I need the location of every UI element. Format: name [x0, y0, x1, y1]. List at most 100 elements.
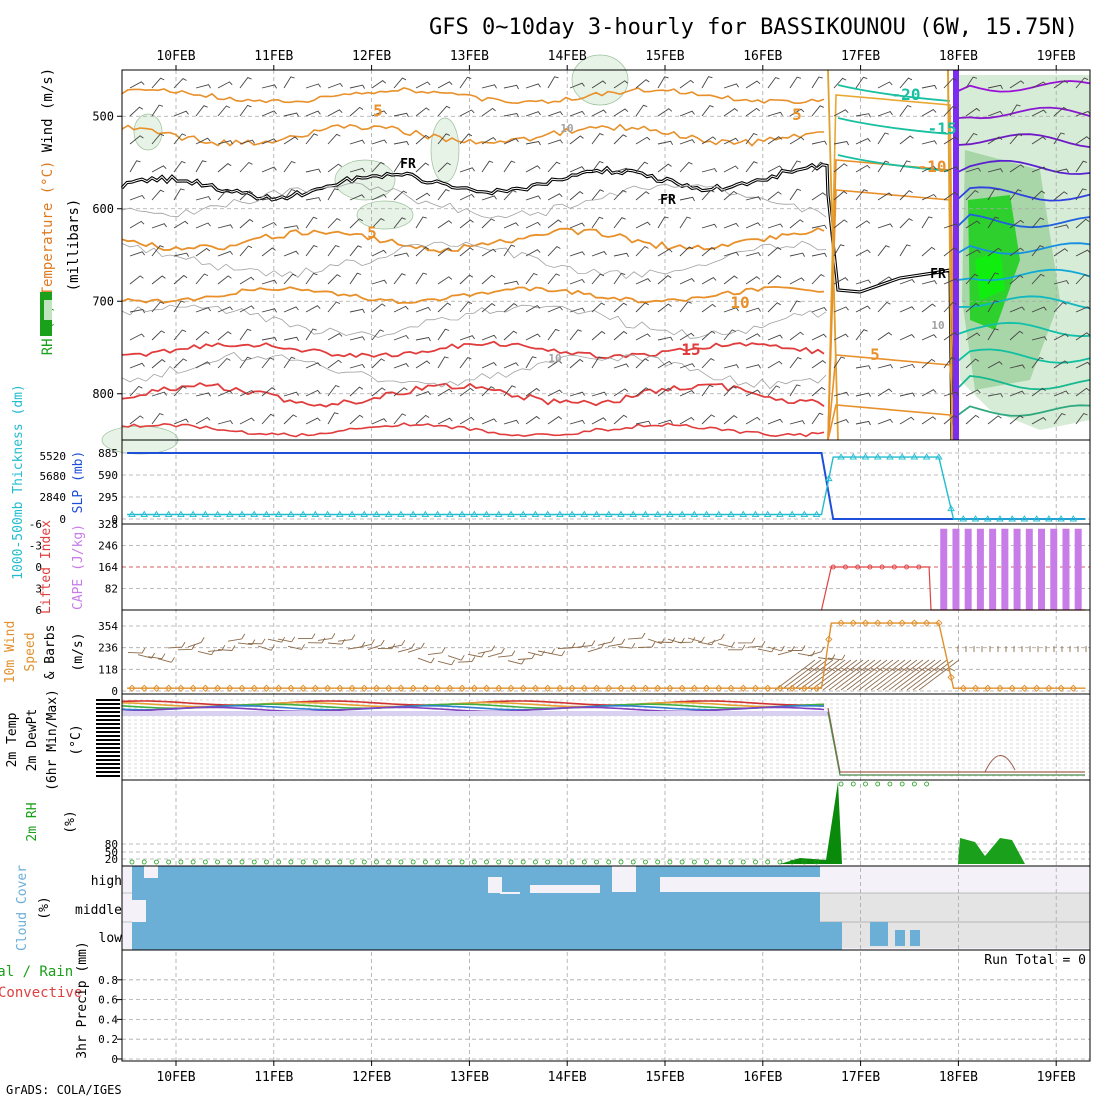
- wind-barb: [393, 140, 410, 146]
- wind-barb: [415, 107, 430, 117]
- contour-label: 10: [548, 352, 561, 365]
- wind-barb-10m: [317, 633, 336, 641]
- wind-barb-10m: [277, 636, 296, 643]
- cold-temperature-contour-right: [957, 375, 1091, 391]
- wind-speed-marker: [152, 684, 161, 692]
- wind-speed-marker: [507, 684, 515, 692]
- thickness-marker: [409, 510, 417, 517]
- wind-barb: [371, 279, 387, 285]
- wind-barb: [327, 188, 339, 201]
- temp-bump: [984, 755, 1016, 773]
- cloud-gap: [488, 877, 502, 893]
- wind-barb: [1031, 387, 1046, 397]
- wind-barb: [327, 244, 340, 257]
- wind-barb: [679, 416, 695, 425]
- wind-barb: [921, 193, 937, 201]
- wind-barb: [173, 418, 189, 425]
- wind-barb: [261, 413, 275, 425]
- wind-barb-10m: [737, 637, 756, 644]
- rh-marker: [166, 859, 172, 865]
- wind-barb: [129, 135, 144, 145]
- wind-barb: [217, 140, 233, 145]
- wind-barb: [789, 160, 801, 173]
- wind-barb: [899, 244, 911, 257]
- wind-barb: [591, 133, 604, 145]
- wind-barb: [745, 133, 758, 145]
- wind-barb: [789, 420, 805, 425]
- wind-barb: [811, 274, 825, 285]
- wind-barb: [481, 248, 497, 257]
- wind-barb: [525, 249, 541, 257]
- wind-barb: [679, 196, 695, 202]
- wind-barb: [943, 332, 959, 341]
- wind-barb: [239, 77, 252, 89]
- wind-barb: [789, 300, 801, 313]
- wind-barb: [393, 190, 408, 201]
- wind-barb: [1075, 249, 1091, 257]
- thickness-marker: [849, 453, 858, 460]
- wind-barb: [745, 364, 761, 369]
- wind-barb: [591, 330, 606, 341]
- wind-speed-marker: [238, 684, 246, 692]
- wind-barb: [943, 191, 958, 201]
- wind-barb: [877, 223, 893, 229]
- rh-marker: [520, 859, 526, 865]
- wind-barb: [569, 82, 585, 89]
- lifted-index-tick-label: 6: [35, 604, 42, 617]
- wind-barb: [415, 246, 430, 257]
- thickness-marker: [507, 510, 515, 517]
- wind-barb: [415, 162, 430, 173]
- rh-marker: [398, 859, 404, 865]
- wind-barb: [723, 108, 739, 117]
- thickness-marker: [433, 510, 442, 517]
- thickness-marker: [739, 510, 748, 517]
- wind-barb-10m: [807, 646, 825, 657]
- thickness-marker: [898, 453, 906, 460]
- wind-barb: [217, 357, 231, 369]
- wind-barb: [943, 278, 959, 285]
- rh-marker: [374, 859, 379, 865]
- wind-barb: [767, 223, 783, 229]
- temp-axis-title-part: (°C): [69, 724, 84, 755]
- date-label-top: 16FEB: [743, 49, 782, 64]
- rh-marker: [496, 859, 502, 865]
- thickness-marker: [531, 510, 540, 517]
- wind-barb: [239, 389, 255, 397]
- wind-barb: [151, 412, 164, 425]
- wind-barb: [811, 76, 823, 89]
- wind-barb: [459, 133, 473, 145]
- thickness-marker: [397, 510, 405, 517]
- wind-barb: [613, 414, 628, 425]
- rh-marker: [753, 859, 758, 865]
- rh-marker: [581, 859, 587, 865]
- wind-barb: [437, 276, 453, 285]
- wind-barb-10m: [287, 644, 305, 650]
- thickness-marker: [592, 510, 601, 517]
- wind-barb: [305, 83, 321, 89]
- wind-barb-10m: [227, 633, 246, 642]
- wind-barb: [899, 416, 915, 425]
- wind-barb: [943, 223, 959, 229]
- wind-barb: [349, 386, 364, 397]
- rh-marker: [154, 859, 159, 865]
- wind-barb: [415, 391, 431, 397]
- wind-barb: [745, 276, 761, 285]
- wind-barb: [393, 160, 406, 173]
- wind-barb: [1075, 218, 1090, 229]
- wind-barb: [239, 161, 253, 173]
- wind-barb: [811, 252, 827, 258]
- wind-barb: [701, 330, 716, 341]
- wind-barb: [239, 190, 254, 201]
- wind-barb: [525, 165, 541, 173]
- wind-barb: [437, 302, 452, 313]
- wind-barb: [349, 245, 362, 257]
- wind-barb: [481, 195, 497, 201]
- wind-speed-marker: [568, 684, 576, 692]
- wind-barb: [129, 160, 141, 173]
- wind-barb: [745, 80, 761, 89]
- wind-barb: [723, 83, 739, 89]
- rh-marker: [765, 859, 771, 865]
- run-total-label: Run Total = 0: [984, 953, 1086, 968]
- wind-barb: [1009, 104, 1021, 117]
- wind-speed-marker: [971, 684, 980, 692]
